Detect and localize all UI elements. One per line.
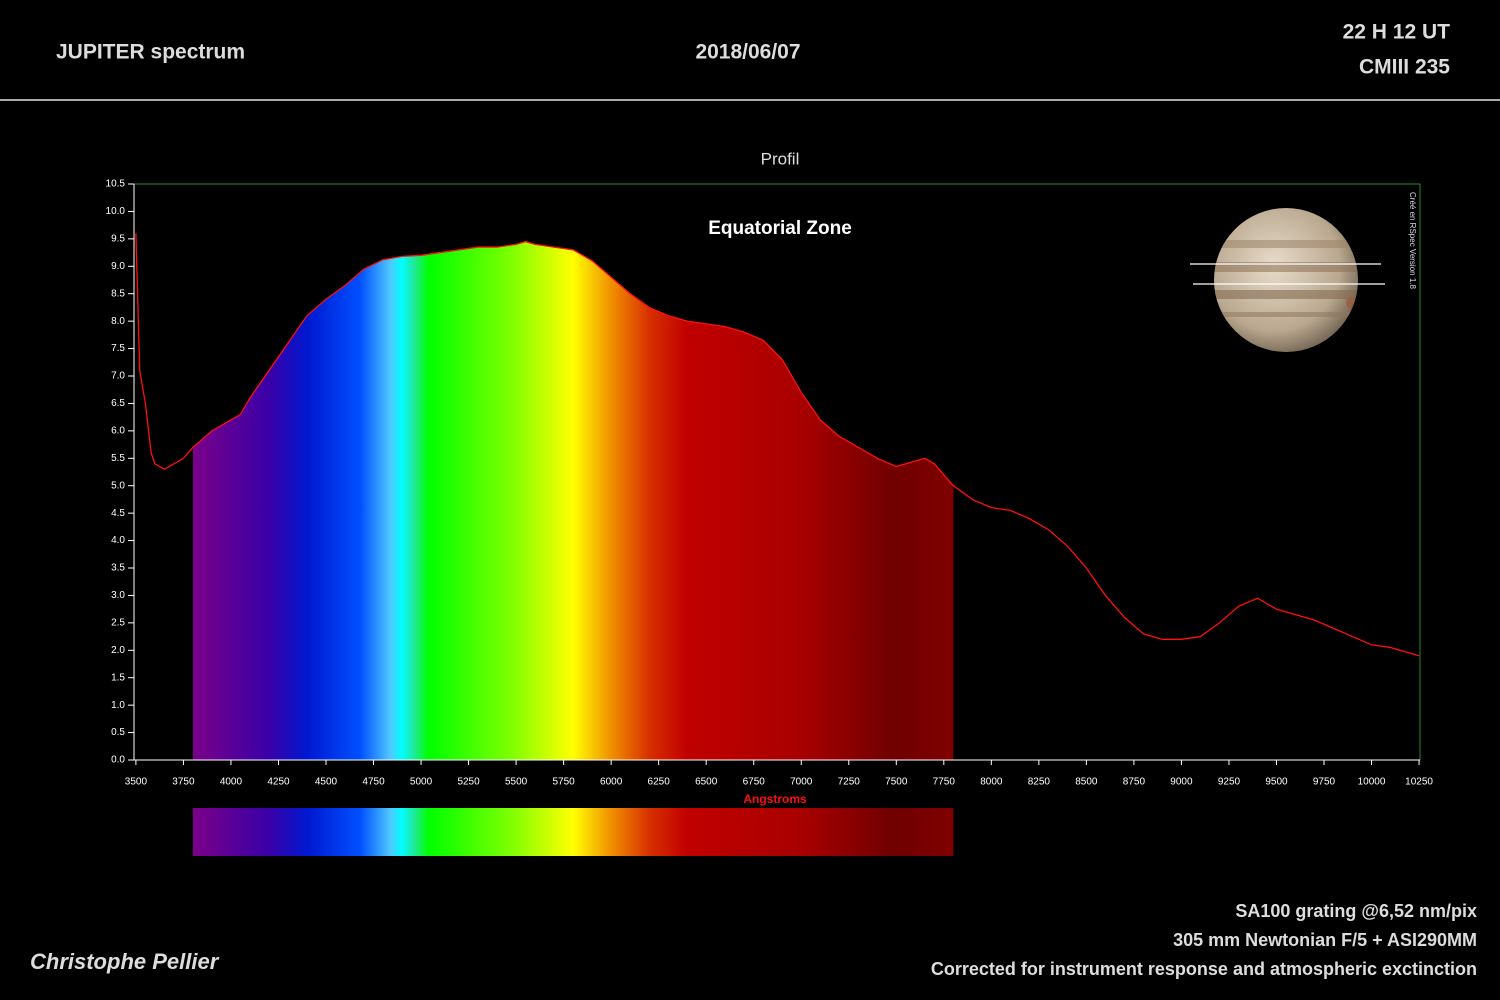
x-tick-label: 6250 xyxy=(648,777,671,788)
x-tick-label: 9500 xyxy=(1265,777,1288,788)
x-tick-label: 4250 xyxy=(267,777,290,788)
x-tick-label: 6750 xyxy=(743,777,766,788)
y-tick-label: 0.5 xyxy=(111,727,125,738)
header-date: 2018/06/07 xyxy=(695,41,800,64)
x-tick-label: 9750 xyxy=(1313,777,1336,788)
x-tick-label: 6000 xyxy=(600,777,623,788)
footer-line: 305 mm Newtonian F/5 + ASI290MM xyxy=(1173,930,1477,950)
y-tick-label: 9.5 xyxy=(111,233,125,244)
y-tick-label: 2.5 xyxy=(111,617,125,628)
x-tick-label: 5000 xyxy=(410,777,433,788)
y-tick-label: 10.0 xyxy=(106,206,126,217)
planet xyxy=(1214,208,1358,352)
x-axis-label: Angstroms xyxy=(743,792,807,806)
y-tick-label: 1.0 xyxy=(111,700,125,711)
y-tick-label: 6.0 xyxy=(111,425,125,436)
annotation: Equatorial Zone xyxy=(708,218,852,239)
y-tick-label: 0.0 xyxy=(111,755,125,766)
x-tick-label: 7250 xyxy=(838,777,861,788)
y-tick-label: 10.5 xyxy=(106,179,126,190)
y-tick-label: 8.5 xyxy=(111,288,125,299)
x-tick-label: 8000 xyxy=(980,777,1003,788)
y-tick-label: 3.0 xyxy=(111,590,125,601)
credit: Créé en RSpec Version 1.8 xyxy=(1408,192,1417,289)
y-tick-label: 4.5 xyxy=(111,508,125,519)
header-time: 22 H 12 UT xyxy=(1343,21,1451,44)
x-tick-label: 9000 xyxy=(1170,777,1193,788)
x-tick-label: 4500 xyxy=(315,777,338,788)
y-tick-label: 6.5 xyxy=(111,398,125,409)
x-tick-label: 3750 xyxy=(172,777,195,788)
y-tick-label: 2.0 xyxy=(111,645,125,656)
x-tick-label: 7000 xyxy=(790,777,813,788)
x-tick-label: 8750 xyxy=(1123,777,1146,788)
y-tick-label: 9.0 xyxy=(111,261,125,272)
y-tick-label: 7.0 xyxy=(111,371,125,382)
x-tick-label: 8250 xyxy=(1028,777,1051,788)
x-tick-label: 3500 xyxy=(125,777,148,788)
x-tick-label: 8500 xyxy=(1075,777,1098,788)
x-tick-label: 7750 xyxy=(933,777,956,788)
x-tick-label: 10000 xyxy=(1358,777,1386,788)
header-cm: CMIII 235 xyxy=(1359,56,1450,79)
y-tick-label: 7.5 xyxy=(111,343,125,354)
spectrum-bar xyxy=(192,808,954,856)
x-tick-label: 4000 xyxy=(220,777,243,788)
header-title: JUPITER spectrum xyxy=(56,41,245,64)
x-tick-label: 5500 xyxy=(505,777,528,788)
spectrum-line xyxy=(135,233,1420,657)
x-tick-label: 5250 xyxy=(457,777,480,788)
x-tick-label: 4750 xyxy=(362,777,385,788)
y-tick-label: 5.0 xyxy=(111,480,125,491)
author: Christophe Pellier xyxy=(30,949,220,974)
jupiter-image xyxy=(1190,208,1385,352)
y-tick-label: 3.5 xyxy=(111,563,125,574)
y-tick-label: 1.5 xyxy=(111,672,125,683)
x-tick-label: 7500 xyxy=(885,777,908,788)
y-tick-label: 4.0 xyxy=(111,535,125,546)
x-tick-label: 5750 xyxy=(552,777,575,788)
x-tick-label: 9250 xyxy=(1218,777,1241,788)
x-tick-label: 10250 xyxy=(1405,777,1433,788)
spectrum-area xyxy=(192,241,954,761)
footer-line: SA100 grating @6,52 nm/pix xyxy=(1235,901,1477,921)
footer-line: Corrected for instrument response and at… xyxy=(931,959,1477,979)
x-tick-label: 6500 xyxy=(695,777,718,788)
y-tick-label: 8.0 xyxy=(111,316,125,327)
chart-title: Profil xyxy=(761,149,800,168)
y-tick-label: 5.5 xyxy=(111,453,125,464)
